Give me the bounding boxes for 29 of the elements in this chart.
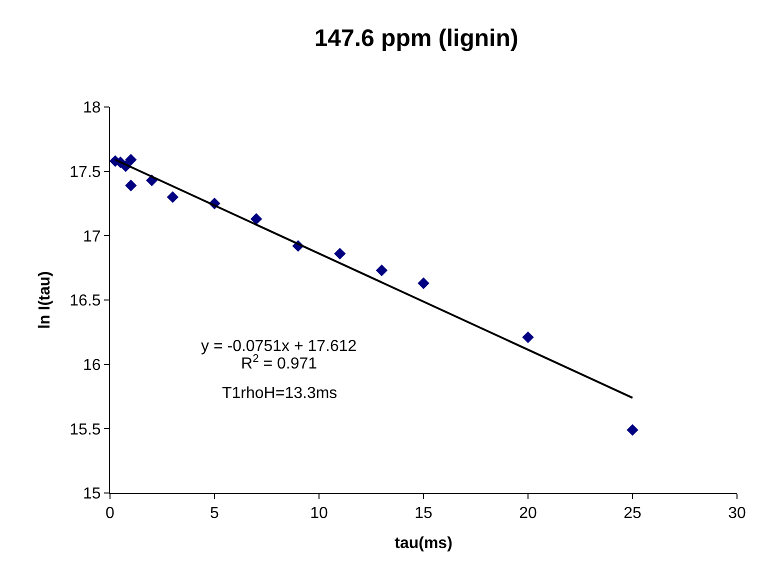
y-tick-label: 16.5: [70, 292, 101, 310]
x-tick-label: 5: [210, 505, 220, 522]
annotation: y = -0.0751x + 17.612: [201, 338, 357, 355]
point: [334, 248, 346, 260]
x-tick-label: 15: [414, 505, 432, 522]
point: [626, 424, 638, 436]
y-tick-label: 17.5: [70, 164, 101, 181]
x-tick-label: 30: [728, 505, 746, 522]
y-axis-title: ln I(tau): [36, 271, 54, 329]
point: [125, 154, 137, 166]
x-tick-label: 10: [310, 505, 328, 522]
point: [250, 213, 262, 225]
y-tick-label: 17: [83, 228, 101, 246]
x-axis-title: tau(ms): [394, 534, 452, 552]
annotation: T1rhoH=13.3ms: [222, 385, 338, 402]
point: [418, 277, 430, 290]
annotation: R$^{2}$ = 0.971: [241, 353, 318, 373]
y-tick-label: 18: [83, 100, 101, 117]
point: [166, 191, 179, 203]
x-tick-label: 20: [519, 505, 537, 522]
y-tick-label: 15.5: [70, 421, 101, 438]
x-tick-label: 25: [624, 505, 642, 522]
point: [125, 180, 137, 192]
point: [522, 331, 534, 344]
y-tick-label: 15: [83, 486, 101, 503]
x-tick-label: 0: [106, 505, 115, 522]
y-tick-label: 16: [83, 356, 101, 374]
point: [376, 264, 388, 276]
chart-title: 147.6 ppm (lignin): [314, 24, 518, 52]
